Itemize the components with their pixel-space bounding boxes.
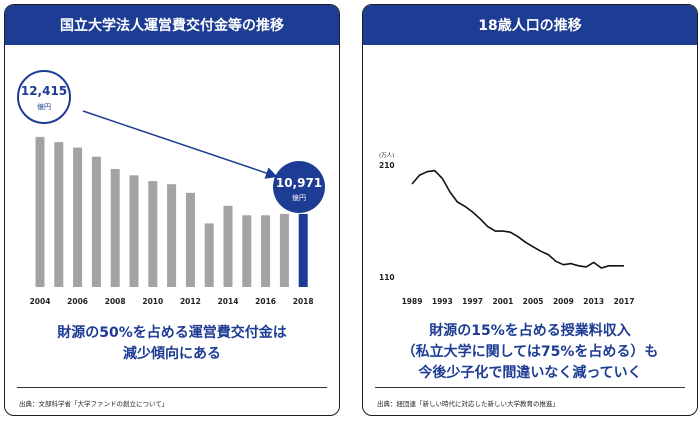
headline-line: 減少傾向にある [123,346,221,362]
headline: 財源の50%を占める運営費交付金は 減少傾向にある [5,323,339,365]
bar-2010 [148,181,158,287]
end-value: 10,971 [276,176,322,190]
x-tick-label: 2004 [30,297,51,306]
start-value: 12,415 [21,84,67,98]
x-tick-label: 2016 [255,297,276,306]
source-note: 出典：文部科学省「大学ファンドの創立について」 [19,400,169,408]
panel-title: 国立大学法人運営費交付金等の推移 [5,5,339,45]
end-value-bubble [273,161,325,213]
divider [375,387,685,388]
x-tick-label: 1997 [462,297,483,306]
x-tick-label: 2009 [553,297,574,306]
x-tick-label: 2018 [293,297,314,306]
bar-2004 [35,136,45,287]
x-tick-label: 2010 [142,297,163,306]
headline-line: 今後少子化で間違いなく減っていく [418,365,642,381]
x-tick-label: 1993 [432,297,453,306]
headline-line: （私立大学に関しては75%を占める）も [401,344,659,360]
bar-2006 [73,147,83,287]
end-unit: 億円 [292,193,306,202]
x-tick-label: 2012 [180,297,201,306]
x-tick-label: 2005 [523,297,544,306]
bar-chart: 2004 2006 2008 2010 2012 2014 2016 2018 12,415 … [17,70,325,306]
bar-2007 [91,156,101,287]
headline-line: 財源の50%を占める運営費交付金は [57,325,287,341]
bar-2011 [167,184,177,287]
bar-2016 [261,215,271,287]
bar-2008 [110,169,120,287]
source-note: 出典：経団連「新しい時代に対応した新しい大学教育の推進」 [377,400,559,408]
bar-2013 [204,223,214,287]
bar-2005 [54,142,64,287]
y-tick-label: 210 [379,161,395,170]
bar-2012 [185,192,195,287]
bar-2014 [223,205,233,287]
bar-2018 [298,213,308,287]
x-tick-label: 2001 [492,297,513,306]
headline: 財源の15%を占める授業料収入 （私立大学に関しては75%を占める）も 今後少子… [363,321,697,384]
x-tick-label: 2017 [614,297,635,306]
start-value-bubble [17,70,71,124]
divider [17,387,327,388]
bar-2009 [129,175,139,287]
bar-2015 [242,215,252,287]
x-tick-label: 2006 [67,297,88,306]
start-unit: 億円 [37,102,51,111]
y-tick-label: 110 [379,273,395,282]
series-line [411,169,624,269]
bar-2017 [279,213,289,287]
y-unit-label: (万人) [379,152,394,159]
x-tick-label: 2008 [105,297,126,306]
panel-title: 18歳人口の推移 [363,5,697,45]
headline-line: 財源の15%を占める授業料収入 [429,323,631,339]
panel-population-trend: 18歳人口の推移 (万人) 210 110 1989 1993 1997 2001 200… [362,4,698,416]
x-tick-label: 1989 [402,297,423,306]
x-tick-label: 2014 [218,297,239,306]
x-tick-label: 2013 [583,297,604,306]
line-chart: (万人) 210 110 1989 1993 1997 2001 2005 2009 2013… [379,152,635,306]
arrow-down-right-icon [82,110,278,179]
panel-grant-trend: 国立大学法人運営費交付金等の推移 2004 2006 2008 2010 2012 201… [4,4,340,416]
